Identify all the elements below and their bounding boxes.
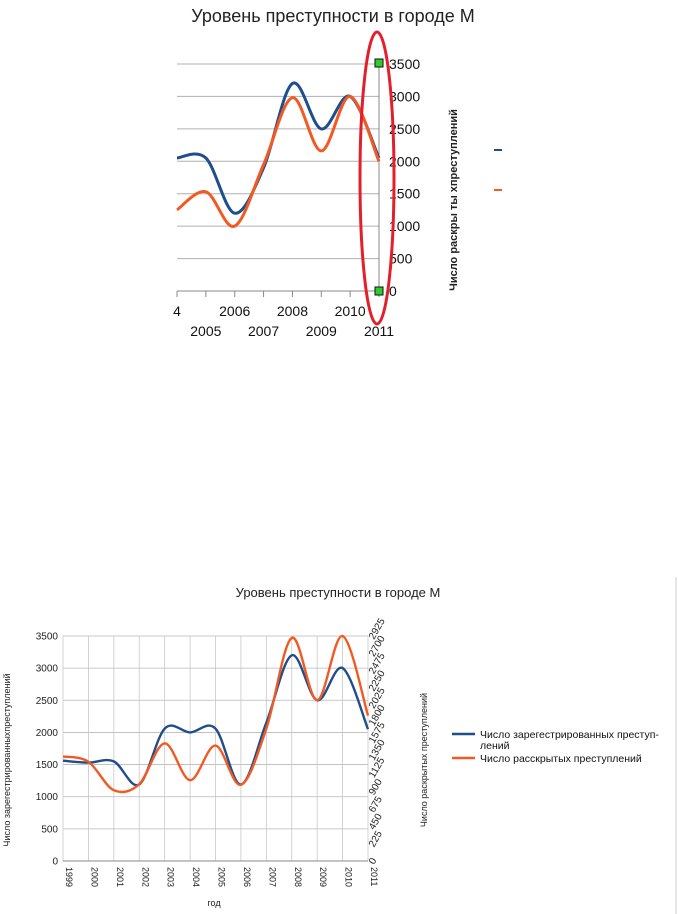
chart-2-left-axis-label: Число зарегестрированныхпреступлений: [2, 673, 12, 846]
chart-2-left-y-tick-label: 3500: [36, 632, 59, 643]
legend-label-solved: Число расскрытых преступлений: [480, 753, 642, 765]
chart-1-y-ticks: 0 500 1000 1500 2000 2500 3000 3500: [389, 56, 420, 299]
chart-2-series-line-1: [62, 634, 370, 794]
chart-2-title: Уровень преступности в городе М: [236, 585, 441, 600]
legend-label-registered-2: лений: [480, 740, 510, 752]
chart-1-y-tick-label: 2500: [389, 121, 420, 137]
chart-2-left-y-tick-label: 1500: [36, 760, 59, 771]
chart-1-title: Уровень преступности в городе М: [191, 6, 474, 26]
chart-1-x-tick-label: 2008: [277, 303, 308, 319]
chart-2-left-y-tick-label: 1000: [36, 792, 59, 803]
chart-2-x-tick-label: 1999: [64, 867, 74, 887]
chart-2-left-y-tick-label: 0: [52, 857, 58, 868]
chart-2-right-y-ticks: 0225450675900112513501575180020252250247…: [367, 616, 388, 866]
chart-1-y-tick-label: 2000: [389, 153, 420, 169]
chart-2-x-tick-label: 2003: [166, 867, 176, 887]
chart-2-x-tick-label: 2009: [318, 867, 328, 887]
chart-2-right-y-tick-label: 0: [367, 856, 380, 867]
chart-2-left-y-tick-label: 3000: [36, 664, 59, 675]
chart-1: Уровень преступности в городе М 0 500 1000…: [173, 6, 502, 339]
chart-2-x-tick-label: 2007: [267, 867, 277, 887]
chart-2-x-tick-label: 2001: [115, 867, 125, 887]
chart-2-x-axis-label: год: [207, 898, 221, 908]
chart-1-x-tick-label: 2006: [219, 303, 250, 319]
chart-2-x-tick-label: 2006: [242, 867, 252, 887]
chart-1-y-tick-label: 500: [389, 251, 413, 267]
chart-1-x-ticks: 4 2006 2008 2010 2005 2007 2009 2011: [173, 303, 394, 339]
chart-1-gridlines: [176, 63, 380, 297]
chart-2-x-tick-label: 2010: [344, 867, 354, 887]
chart-2-left-y-tick-label: 2500: [36, 696, 59, 707]
chart-1-y-tick-label: 3000: [389, 88, 420, 104]
chart-1-series: [176, 81, 381, 228]
chart-1-right-axis-label: Число раскры ты хпреступлений: [448, 109, 460, 291]
chart-2: Уровень преступности в городе М 0 500 1000…: [2, 577, 677, 914]
chart-1-y-tick-label: 1000: [389, 218, 420, 234]
chart-2-x-tick-label: 2000: [89, 867, 99, 887]
chart-1-y-tick-label: 0: [389, 283, 397, 299]
chart-2-right-axis-label: Число раскрытых преступлений: [419, 693, 429, 827]
chart-2-right-y-tick-label: 2925: [367, 616, 388, 641]
chart-2-x-tick-label: 2008: [293, 867, 303, 887]
chart-2-x-tick-label: 2002: [140, 867, 150, 887]
chart-1-x-tick-label: 2007: [248, 323, 279, 339]
chart-1-x-tick-label: 2009: [306, 323, 337, 339]
chart-2-x-tick-label: 2011: [369, 867, 379, 886]
chart-1-y-tick-label: 3500: [389, 56, 420, 72]
chart-2-series: [62, 634, 370, 794]
chart-2-left-y-tick-label: 500: [41, 824, 58, 835]
chart-2-x-tick-label: 2005: [217, 867, 227, 887]
selection-handle-top[interactable]: [374, 58, 384, 68]
chart-1-y-tick-label: 1500: [389, 186, 420, 202]
chart-1-series-line-1: [176, 94, 381, 228]
chart-1-x-tick-label: 2010: [335, 303, 366, 319]
chart-2-gridlines: [62, 635, 369, 862]
chart-1-x-tick-label: 2011: [364, 323, 394, 339]
highlight-ellipse: [358, 30, 396, 326]
chart-2-legend: Число зарегестрированных преступ- лений …: [452, 729, 659, 765]
chart-1-x-tick-label: 2005: [190, 323, 221, 339]
chart-2-left-y-tick-label: 2000: [36, 728, 59, 739]
legend-label-registered-1: Число зарегестрированных преступ-: [480, 729, 659, 741]
chart-2-x-ticks: 1999 2000 2001 2002 2003 2004 2005 2006 2007 2008…: [64, 867, 379, 887]
chart-2-left-y-ticks: 0 500 1000 1500 2000 2500 3000 3500: [36, 632, 59, 868]
selection-handle-bottom[interactable]: [374, 286, 384, 296]
chart-2-x-tick-label: 2004: [191, 867, 201, 887]
chart-1-x-tick-label: 4: [173, 303, 181, 319]
